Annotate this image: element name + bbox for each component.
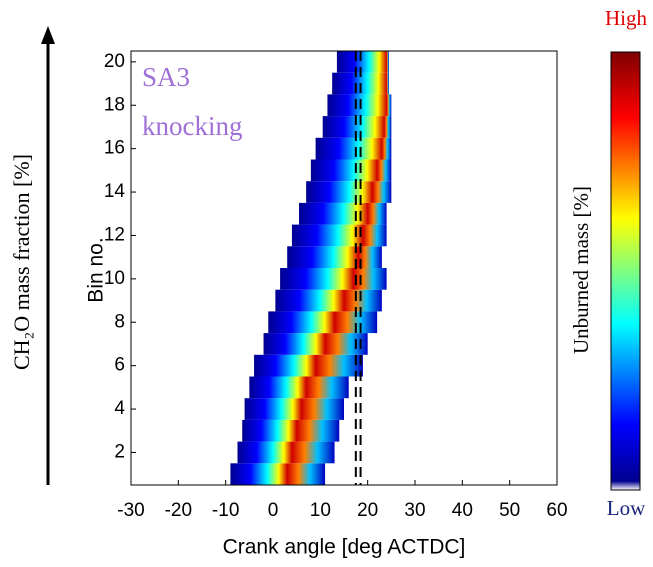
outer-y-label: CH₂O mass fraction [%]	[9, 154, 34, 370]
heat-row	[315, 137, 392, 160]
heat-row	[263, 333, 368, 355]
heat-row	[336, 51, 389, 73]
heat-row	[291, 224, 387, 247]
heat-row	[322, 116, 392, 138]
colorbar	[610, 51, 641, 491]
y-tick-label: 8	[114, 311, 125, 332]
heat-row	[287, 246, 382, 268]
y-tick-label: 16	[104, 138, 125, 159]
heat-row	[327, 94, 392, 117]
annotation: knocking	[142, 111, 243, 141]
x-tick-label: -30	[117, 500, 144, 521]
y-tick-label: 2	[114, 441, 125, 462]
heat-row	[254, 354, 363, 377]
x-tick-label: 60	[546, 500, 567, 521]
heat-row	[244, 398, 344, 420]
y-label: Bin no.	[85, 237, 108, 302]
heat-row	[249, 376, 349, 399]
colorbar-low: Low	[607, 496, 646, 520]
heat-row	[306, 181, 392, 203]
heat-row	[230, 463, 326, 485]
heat-row	[299, 202, 387, 225]
annotation: SA3	[142, 62, 190, 92]
x-tick-label: 40	[452, 500, 473, 521]
x-tick-label: -20	[165, 500, 192, 521]
x-tick-label: 0	[268, 500, 279, 521]
colorbar-high: High	[605, 6, 648, 30]
y-tick-label: 14	[104, 181, 126, 202]
y-tick-label: 18	[104, 94, 125, 115]
heat-row	[275, 289, 382, 312]
x-tick-label: -10	[212, 500, 239, 521]
arrow-head	[41, 26, 55, 44]
x-label: Crank angle [deg ACTDC]	[223, 536, 466, 559]
plot-frame	[130, 50, 558, 486]
heat-row	[237, 441, 335, 464]
heat-row	[280, 268, 387, 290]
heat-row	[310, 159, 392, 182]
y-tick-label: 12	[104, 224, 125, 245]
colorbar-label: Unburned mass [%]	[569, 186, 593, 354]
y-tick-label: 4	[114, 398, 125, 419]
y-tick-label: 10	[104, 268, 125, 289]
heat-row	[242, 419, 340, 442]
x-tick-label: 10	[310, 500, 331, 521]
x-tick-label: 50	[499, 500, 520, 521]
y-tick-label: 20	[104, 51, 125, 72]
x-tick-label: 20	[357, 500, 378, 521]
x-tick-label: 30	[404, 500, 425, 521]
heat-row	[268, 311, 378, 334]
y-tick-label: 6	[114, 355, 125, 376]
